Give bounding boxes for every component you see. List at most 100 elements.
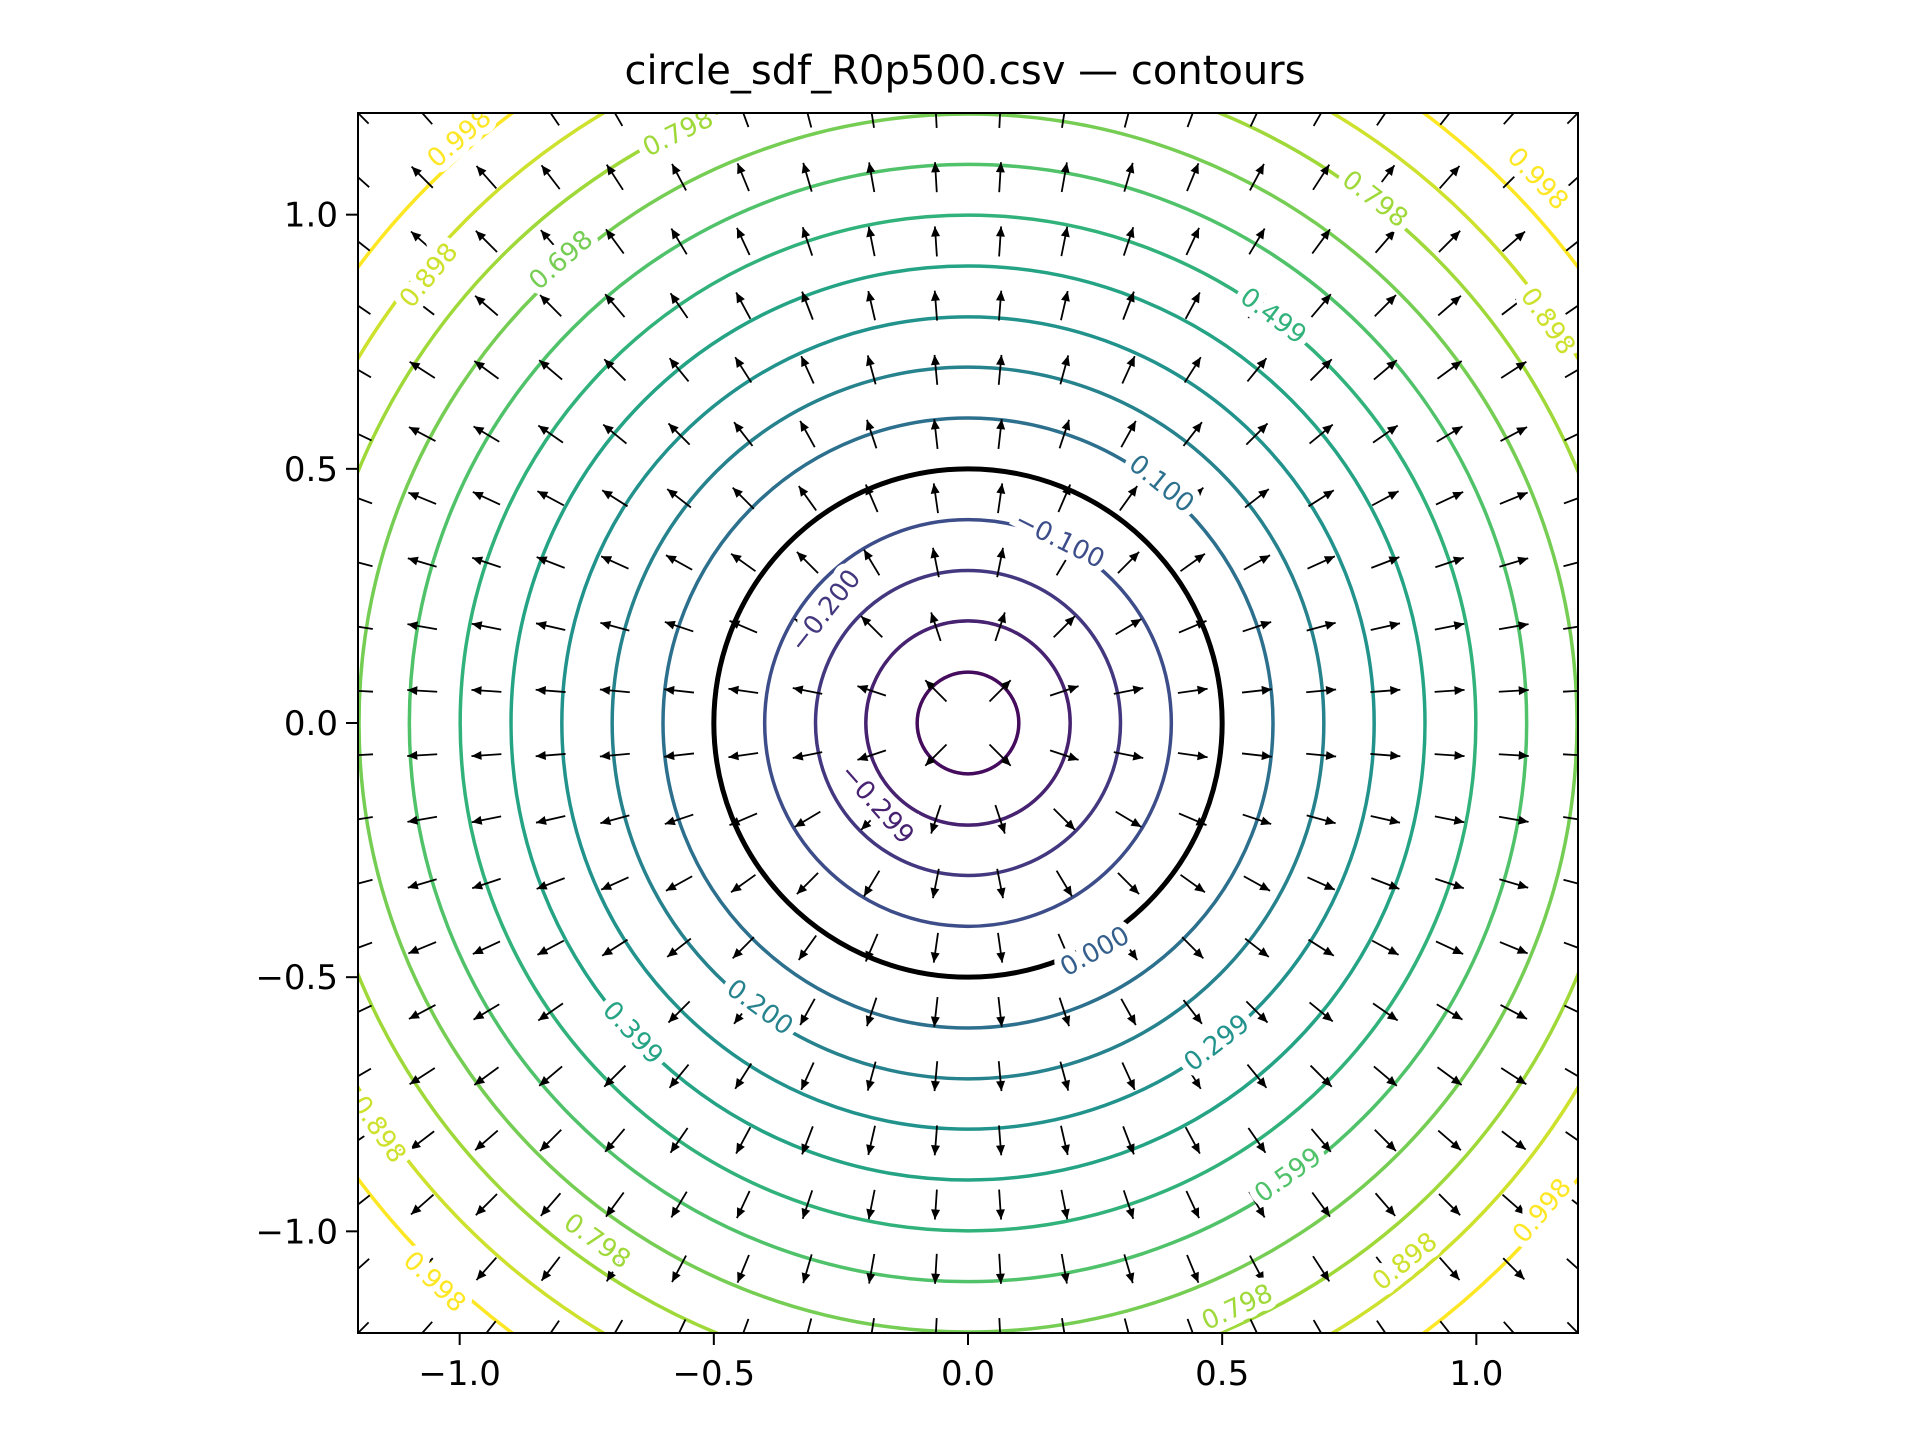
gradient-arrow xyxy=(1371,877,1400,890)
gradient-arrow xyxy=(934,113,938,129)
gradient-arrow xyxy=(1058,419,1071,449)
gradient-arrow xyxy=(794,618,821,636)
gradient-arrow xyxy=(801,226,814,256)
gradient-arrow xyxy=(358,1067,372,1078)
gradient-arrow xyxy=(1375,1256,1396,1282)
gradient-arrow xyxy=(473,1003,500,1021)
gradient-arrow xyxy=(668,1063,690,1089)
gradient-arrow xyxy=(1312,1255,1331,1282)
gradient-arrow xyxy=(988,679,1012,703)
gradient-arrow xyxy=(1122,291,1135,320)
gradient-arrow xyxy=(1181,936,1204,959)
gradient-arrow xyxy=(866,1253,876,1284)
gradient-arrow xyxy=(1562,753,1578,757)
gradient-arrow xyxy=(1123,162,1135,192)
gradient-arrow xyxy=(1243,875,1271,892)
gradient-arrow xyxy=(1123,1254,1135,1284)
gradient-arrow xyxy=(1370,815,1401,825)
gradient-arrow xyxy=(539,294,562,317)
gradient-arrow xyxy=(1374,1192,1396,1217)
gradient-arrow xyxy=(1186,1318,1194,1333)
gradient-arrow xyxy=(1498,750,1529,760)
gradient-arrow xyxy=(358,433,372,442)
gradient-arrow xyxy=(1241,685,1272,695)
gradient-arrow xyxy=(535,621,566,631)
gradient-arrow xyxy=(1060,1253,1070,1284)
gradient-arrow xyxy=(1242,813,1272,826)
gradient-arrow xyxy=(421,113,433,125)
gradient-arrow xyxy=(358,753,374,757)
gradient-arrow xyxy=(1564,1067,1578,1078)
gradient-arrow xyxy=(1245,422,1269,446)
gradient-arrow xyxy=(1435,940,1464,955)
gradient-arrow xyxy=(1308,489,1335,508)
gradient-arrow xyxy=(931,290,940,321)
y-axis: −1.0 −0.5 0.0 0.5 1.0 xyxy=(255,196,358,1252)
gradient-arrow xyxy=(1113,751,1144,761)
gradient-arrow xyxy=(1307,555,1336,570)
gradient-arrow xyxy=(409,1130,435,1151)
contour-zero xyxy=(711,466,1225,980)
gradient-arrow xyxy=(865,419,878,449)
gradient-arrow xyxy=(666,488,692,509)
x-tick-label: −0.5 xyxy=(673,1354,756,1394)
gradient-arrow xyxy=(473,360,500,380)
gradient-arrow xyxy=(735,291,752,320)
gradient-arrow xyxy=(410,1193,435,1216)
gradient-arrow xyxy=(735,1126,752,1155)
gradient-arrow xyxy=(1249,1319,1258,1333)
gradient-arrow xyxy=(1119,935,1138,961)
gradient-arrow xyxy=(471,621,502,631)
gradient-arrow xyxy=(1309,358,1333,382)
gradient-arrow xyxy=(599,685,630,695)
gradient-arrow xyxy=(798,935,817,961)
gradient-arrow xyxy=(796,551,819,574)
gradient-arrow xyxy=(866,1189,876,1220)
gradient-arrow xyxy=(471,750,502,760)
gradient-arrow xyxy=(1306,621,1336,632)
gradient-arrow xyxy=(800,355,815,384)
gradient-arrow xyxy=(1244,488,1270,509)
contour-lines xyxy=(358,113,1578,1333)
gradient-arrow xyxy=(471,815,502,825)
contour-line xyxy=(358,113,1578,1333)
gradient-arrow xyxy=(1123,113,1130,128)
gradient-arrow xyxy=(358,176,370,188)
gradient-arrow xyxy=(1053,808,1076,831)
gradient-arrow xyxy=(1499,878,1529,890)
gradient-arrow xyxy=(670,228,688,255)
gradient-arrow xyxy=(472,940,501,955)
gradient-arrow xyxy=(870,113,875,128)
gradient-arrow xyxy=(1373,1065,1398,1087)
contour-line xyxy=(458,213,1478,1233)
gradient-arrow xyxy=(1123,1318,1130,1333)
gradient-arrow xyxy=(931,1253,941,1284)
gradient-arrow xyxy=(1564,1004,1578,1013)
gradient-arrow xyxy=(1501,230,1526,253)
gradient-arrow xyxy=(1057,933,1072,962)
gradient-arrow xyxy=(408,426,436,442)
gradient-arrow xyxy=(857,685,887,697)
gradient-arrow xyxy=(671,1255,687,1283)
gradient-arrow xyxy=(600,621,630,632)
gradient-arrow xyxy=(799,420,816,448)
gradient-arrow xyxy=(931,1125,940,1156)
gradient-arrow xyxy=(1566,113,1578,125)
gradient-arrow xyxy=(931,1189,941,1220)
gradient-arrow xyxy=(1246,357,1268,383)
contour-line xyxy=(509,264,1427,1182)
gradient-arrow xyxy=(1374,229,1396,254)
gradient-arrow xyxy=(801,1254,813,1284)
gradient-arrow xyxy=(358,941,373,949)
gradient-arrow xyxy=(473,425,500,443)
gradient-arrow xyxy=(860,808,883,831)
gradient-arrow xyxy=(665,875,693,892)
gradient-arrow xyxy=(742,1318,750,1333)
gradient-arrow xyxy=(1249,113,1258,127)
gradient-arrow xyxy=(1566,1258,1578,1270)
gradient-arrow xyxy=(1245,1000,1269,1024)
gradient-arrow xyxy=(1308,1001,1334,1023)
gradient-arrow xyxy=(549,113,560,126)
gradient-arrow xyxy=(410,1257,434,1281)
gradient-arrow xyxy=(669,1127,689,1154)
